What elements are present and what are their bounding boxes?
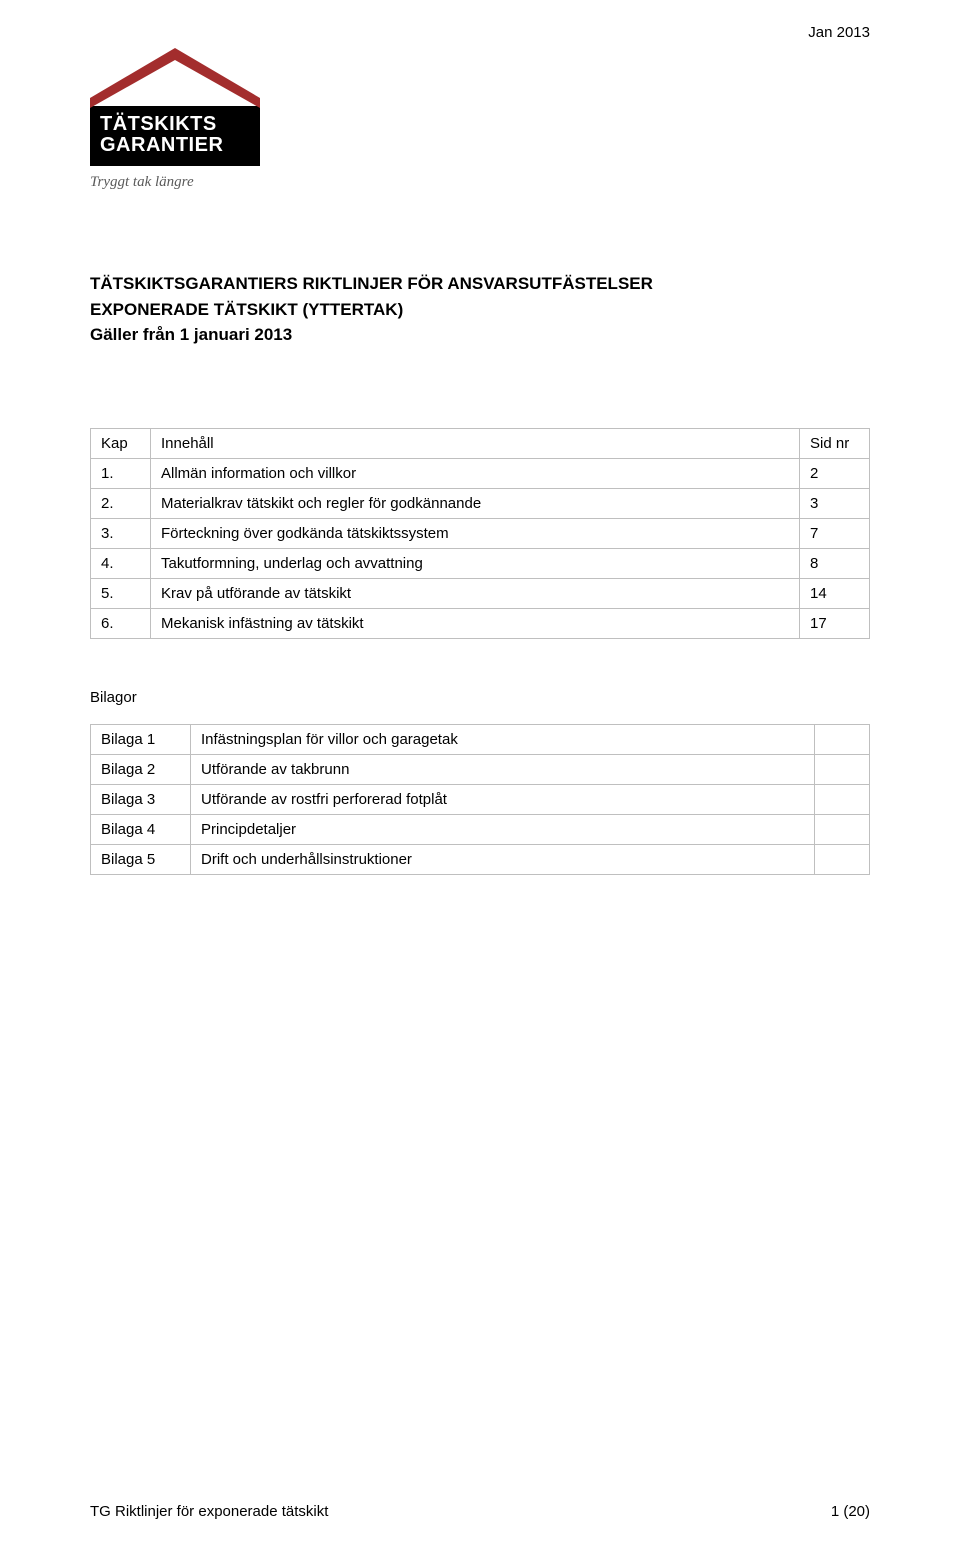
bilagor-text: Drift och underhållsinstruktioner: [191, 844, 815, 874]
toc-header-innehall: Innehåll: [151, 428, 800, 458]
toc-row: 6. Mekanisk infästning av tätskikt 17: [91, 608, 870, 638]
logo-line2: GARANTIER: [100, 135, 250, 156]
bilagor-empty: [815, 724, 870, 754]
toc-kap: 3.: [91, 518, 151, 548]
toc-table: Kap Innehåll Sid nr 1. Allmän informatio…: [90, 428, 870, 639]
bilagor-empty: [815, 784, 870, 814]
toc-sid: 7: [800, 518, 870, 548]
toc-row: 1. Allmän information och villkor 2: [91, 458, 870, 488]
bilagor-label: Bilaga 5: [91, 844, 191, 874]
bilagor-row: Bilaga 3 Utförande av rostfri perforerad…: [91, 784, 870, 814]
bilagor-empty: [815, 754, 870, 784]
bilagor-label: Bilaga 4: [91, 814, 191, 844]
toc-kap: 5.: [91, 578, 151, 608]
toc-sid: 8: [800, 548, 870, 578]
toc-row: 4. Takutformning, underlag och avvattnin…: [91, 548, 870, 578]
toc-header-kap: Kap: [91, 428, 151, 458]
bilagor-table: Bilaga 1 Infästningsplan för villor och …: [90, 724, 870, 875]
bilagor-heading: Bilagor: [90, 689, 870, 706]
bilagor-empty: [815, 844, 870, 874]
bilagor-row: Bilaga 5 Drift och underhållsinstruktion…: [91, 844, 870, 874]
footer-left: TG Riktlinjer för exponerade tätskikt: [90, 1503, 328, 1520]
toc-text: Takutformning, underlag och avvattning: [151, 548, 800, 578]
bilagor-empty: [815, 814, 870, 844]
toc-kap: 4.: [91, 548, 151, 578]
toc-kap: 1.: [91, 458, 151, 488]
logo-text-box: TÄTSKIKTS GARANTIER: [90, 106, 260, 166]
bilagor-label: Bilaga 1: [91, 724, 191, 754]
bilagor-text: Utförande av takbrunn: [191, 754, 815, 784]
toc-header-row: Kap Innehåll Sid nr: [91, 428, 870, 458]
footer: TG Riktlinjer för exponerade tätskikt 1 …: [90, 1503, 870, 1520]
toc-text: Allmän information och villkor: [151, 458, 800, 488]
doc-title-line3: Gäller från 1 januari 2013: [90, 322, 870, 348]
doc-title-line2: EXPONERADE TÄTSKIKT (YTTERTAK): [90, 297, 870, 323]
toc-text: Mekanisk infästning av tätskikt: [151, 608, 800, 638]
toc-kap: 6.: [91, 608, 151, 638]
doc-title-line1: TÄTSKIKTSGARANTIERS RIKTLINJER FÖR ANSVA…: [90, 271, 870, 297]
toc-kap: 2.: [91, 488, 151, 518]
toc-row: 3. Förteckning över godkända tätskiktssy…: [91, 518, 870, 548]
logo-line1: TÄTSKIKTS: [100, 114, 250, 135]
bilagor-text: Utförande av rostfri perforerad fotplåt: [191, 784, 815, 814]
logo-roof-icon: [90, 48, 260, 108]
toc-row: 2. Materialkrav tätskikt och regler för …: [91, 488, 870, 518]
toc-sid: 17: [800, 608, 870, 638]
toc-sid: 14: [800, 578, 870, 608]
toc-sid: 3: [800, 488, 870, 518]
bilagor-label: Bilaga 3: [91, 784, 191, 814]
bilagor-row: Bilaga 1 Infästningsplan för villor och …: [91, 724, 870, 754]
toc-text: Krav på utförande av tätskikt: [151, 578, 800, 608]
bilagor-row: Bilaga 2 Utförande av takbrunn: [91, 754, 870, 784]
footer-right: 1 (20): [831, 1503, 870, 1520]
header-date: Jan 2013: [808, 24, 870, 41]
toc-row: 5. Krav på utförande av tätskikt 14: [91, 578, 870, 608]
logo: TÄTSKIKTS GARANTIER Tryggt tak längre: [90, 48, 260, 191]
toc-text: Materialkrav tätskikt och regler för god…: [151, 488, 800, 518]
toc-text: Förteckning över godkända tätskiktssyste…: [151, 518, 800, 548]
toc-header-sid: Sid nr: [800, 428, 870, 458]
bilagor-label: Bilaga 2: [91, 754, 191, 784]
page: Jan 2013 TÄTSKIKTS GARANTIER Tryggt tak …: [0, 0, 960, 1556]
bilagor-text: Principdetaljer: [191, 814, 815, 844]
bilagor-text: Infästningsplan för villor och garagetak: [191, 724, 815, 754]
toc-sid: 2: [800, 458, 870, 488]
logo-tagline: Tryggt tak längre: [90, 174, 260, 191]
bilagor-row: Bilaga 4 Principdetaljer: [91, 814, 870, 844]
